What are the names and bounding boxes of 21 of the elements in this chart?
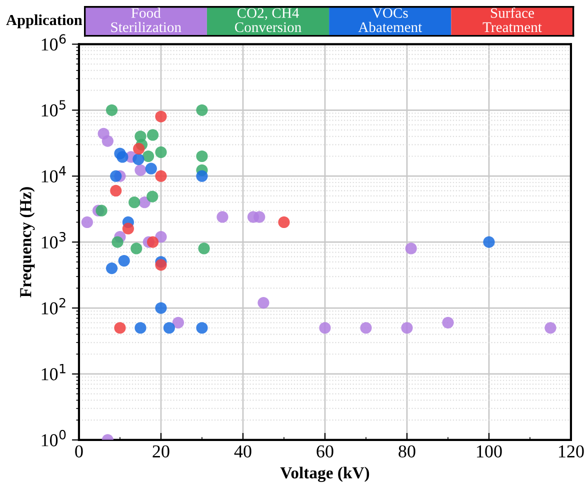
x-tick-label: 120 [559, 445, 584, 458]
text: Food Sterilization [111, 8, 182, 32]
y-tick-label: 10$^{6}$ [42, 34, 66, 51]
y-tick-label: 10$^{5}$ [42, 100, 66, 116]
x-tick-label: 80 [398, 445, 416, 458]
x-tick-label: 20 [152, 445, 170, 458]
legend-title: Application [6, 14, 82, 28]
x-tick-label: 100 [477, 445, 502, 458]
y-tick-label: 10$^{1}$ [42, 364, 66, 380]
y-axis-title: Frequency (Hz) [20, 187, 35, 298]
x-tick-label: 60 [316, 445, 334, 458]
x-tick-label: 40 [234, 445, 252, 458]
text: Surface Treatment [482, 7, 542, 32]
text: VOCs Abatement [358, 8, 422, 32]
y-tick-label: 10$^{2}$ [42, 298, 66, 314]
y-tick-label: 10$^{3}$ [42, 232, 66, 248]
x-axis-title: Voltage (kV) [280, 466, 370, 482]
x-tick-label: 0 [75, 445, 83, 458]
y-tick-label: 10$^{0}$ [42, 430, 66, 446]
y-tick-label: 10$^{4}$ [42, 166, 66, 182]
text: CO2, CH4 Conversion [234, 8, 302, 32]
